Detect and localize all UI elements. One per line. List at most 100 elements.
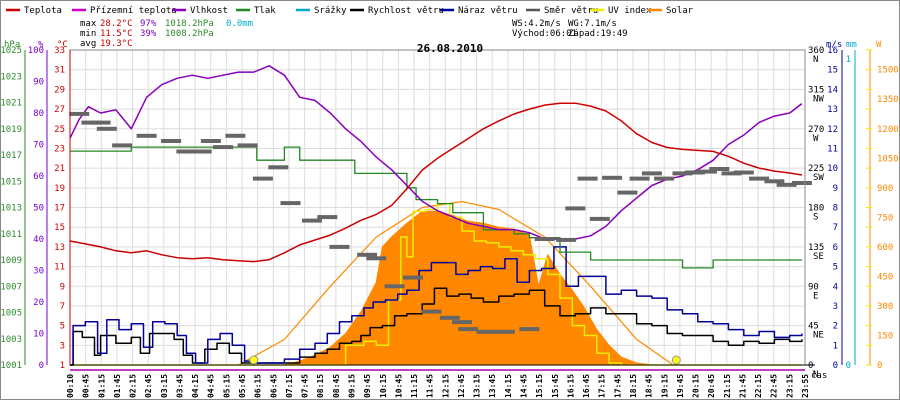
direction-name-label: W [813,134,819,144]
wind-direction-mark [534,237,555,241]
temperature-tick-label: 13 [54,243,65,253]
wind-direction-mark [577,176,598,181]
x-tick-label: 22:45 [770,374,779,398]
wind-direction-mark [403,275,423,280]
wind-direction-mark [721,171,742,176]
wind-direction-mark [641,171,662,176]
wind-speed-tick-label: 2 [833,322,838,332]
temperature-tick-label: 33 [54,46,65,56]
wind-direction-mark [494,329,515,334]
temperature-series [69,102,803,263]
stats-row-label: min [80,29,96,39]
wind-gust-series [70,246,803,366]
wind-direction-mark [69,111,90,116]
x-tick-label: 02:45 [144,374,153,398]
solar-theory-series [238,201,674,366]
sunrise-marker [249,355,259,365]
x-tick-label: 04:15 [191,374,200,398]
temperature-tick-label: 17 [54,204,65,214]
x-tick-label: 23:15 [785,374,794,398]
x-tick-label: 01:15 [97,374,106,398]
x-tick-label: 21:45 [738,374,747,398]
x-tick-label: 18:15 [629,374,638,398]
wind-speed-tick-label: 1 [833,341,838,351]
direction-tick-label: 0 [808,361,813,371]
pressure-series [70,146,802,269]
hpa-tick-label: 1001 [0,361,22,371]
wind-direction-mark [237,143,258,148]
x-tick-label: 12:45 [457,374,466,398]
x-tick-label: 07:45 [301,374,310,398]
humidity-tick-label: 60 [33,172,44,182]
temperature-tick-label: 25 [54,125,65,135]
humidity-axis-label: % [38,40,44,50]
wind-speed-tick-label: 3 [833,302,838,312]
wind-direction-mark [421,309,442,314]
x-tick-label: 08:45 [332,374,341,398]
x-tick-label: 16:15 [566,374,575,398]
wind-direction-mark [225,133,246,138]
wind-direction-mark [357,252,378,257]
solar-tick-label: 1200 [877,125,899,135]
wind-direction-mark [697,169,717,174]
hpa-tick-label: 1017 [0,151,22,161]
stats-row-label: max [80,19,97,29]
temperature-tick-label: 31 [54,66,65,76]
hpa-tick-label: 1003 [0,335,22,345]
x-tick-label: 06:45 [269,374,278,398]
wind-speed-tick-label: 9 [833,184,838,194]
wind-speed-tick-label: 7 [833,223,838,233]
wind-direction-mark [439,315,460,320]
solar-tick-label: 600 [877,243,893,253]
wind-speed-tick-label: 12 [827,125,838,135]
srazky-legend-label: Srážky [314,6,347,16]
x-tick-label: 01:45 [113,374,122,398]
wind-direction-mark [96,126,117,131]
stats-temp: 28.2°C [100,19,133,29]
wind-speed-tick-label: 14 [827,85,838,95]
wind-speed-tick-label: 0 [833,361,838,371]
humidity-tick-label: 0 [39,361,44,371]
wind-direction-mark [268,165,289,170]
x-tick-label: 09:45 [363,374,372,398]
direction-name-label: E [813,291,818,301]
temperature-axis-label: °C [57,40,68,50]
x-tick-label: 05:15 [222,374,231,398]
x-tick-label: 05:45 [238,374,247,398]
stats-sunrise: Východ:06:01 [512,29,577,39]
wind-direction-mark [791,181,812,185]
wind-direction-mark [252,176,273,181]
wind-direction-mark [684,170,705,175]
naraz-legend-label: Náraz větru [458,6,518,16]
direction-name-label: N [813,55,818,65]
hpa-tick-label: 1009 [0,256,22,266]
wind-speed-tick-label: 15 [827,66,838,76]
wind-direction-mark [213,145,234,150]
wind-direction-mark [317,215,338,220]
humidity-tick-label: 30 [33,267,44,277]
wind-direction-mark [329,244,350,249]
direction-tick-label: 360 [808,46,824,56]
temperature-tick-label: 27 [54,105,65,115]
x-tick-label: 14:15 [504,374,513,398]
stats-temp: 11.5°C [100,29,133,39]
x-tick-label: 17:45 [613,374,622,398]
wind-direction-mark [764,179,785,184]
wind-direction-mark [629,176,650,181]
solar-tick-label: 900 [877,184,893,194]
wind-direction-mark [366,256,387,261]
humidity-tick-label: 90 [33,78,44,88]
hpa-tick-label: 1019 [0,125,22,135]
x-tick-label: 20:45 [707,374,716,398]
wind-direction-mark [191,149,212,154]
temperature-tick-label: 9 [60,282,65,292]
stats-humidity: 39% [140,29,157,39]
x-tick-label: 03:45 [175,374,184,398]
x-tick-label: 06:15 [254,374,263,398]
wind-direction-mark [602,175,623,180]
wind-direction-mark [452,320,472,325]
humidity-series [69,65,803,240]
temperature-tick-label: 21 [54,164,65,174]
x-tick-label: 18:45 [645,374,654,398]
